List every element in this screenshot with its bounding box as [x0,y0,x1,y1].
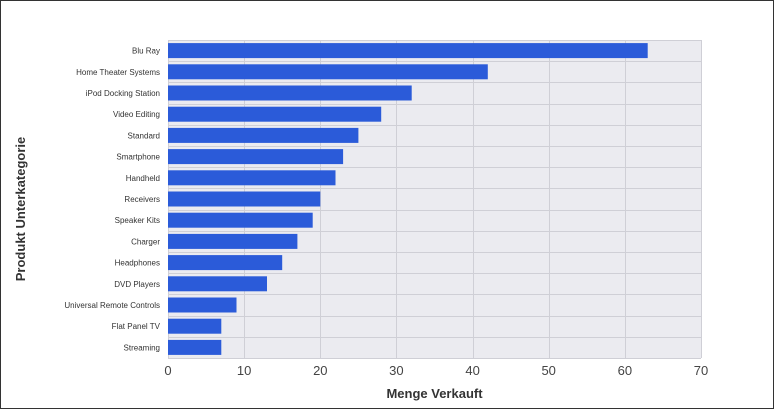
category-label: iPod Docking Station [86,89,160,98]
x-tick-labels: 0 10 20 30 40 50 60 70 [164,363,708,378]
bar [168,255,283,271]
x-axis-title: Menge Verkauft [386,386,483,401]
bar [168,127,359,143]
category-label: Speaker Kits [115,216,160,225]
bar [168,149,344,165]
bar [168,297,237,313]
category-label: Flat Panel TV [112,322,161,331]
x-tick-label: 60 [618,363,632,378]
bar [168,212,313,228]
bar [168,233,298,249]
category-label: Headphones [115,259,160,268]
y-axis-title: Produkt Unterkategorie [13,137,28,281]
category-label: Video Editing [113,110,160,119]
x-tick-label: 0 [164,363,171,378]
bar [168,85,412,101]
category-label: Charger [131,237,160,246]
x-tick-label: 30 [389,363,403,378]
category-label: Blu Ray [132,47,160,56]
category-label: Receivers [124,195,160,204]
category-label: DVD Players [114,280,160,289]
category-label: Home Theater Systems [76,68,160,77]
bar [168,191,321,207]
x-tick-label: 40 [465,363,479,378]
bar [168,106,382,122]
bar [168,276,267,292]
x-tick-label: 20 [313,363,327,378]
bars [168,43,648,355]
category-label: Smartphone [116,153,160,162]
bar [168,170,336,186]
bar [168,318,222,334]
category-labels: Blu Ray Home Theater Systems iPod Docking … [64,47,160,353]
category-label: Streaming [124,343,160,352]
x-tick-label: 50 [541,363,555,378]
x-tick-label: 10 [237,363,251,378]
category-label: Handheld [126,174,160,183]
x-tick-label: 70 [694,363,708,378]
category-label: Universal Remote Controls [64,301,160,310]
bar [168,43,648,59]
bar [168,339,222,355]
category-label: Standard [128,131,160,140]
bar [168,64,488,80]
